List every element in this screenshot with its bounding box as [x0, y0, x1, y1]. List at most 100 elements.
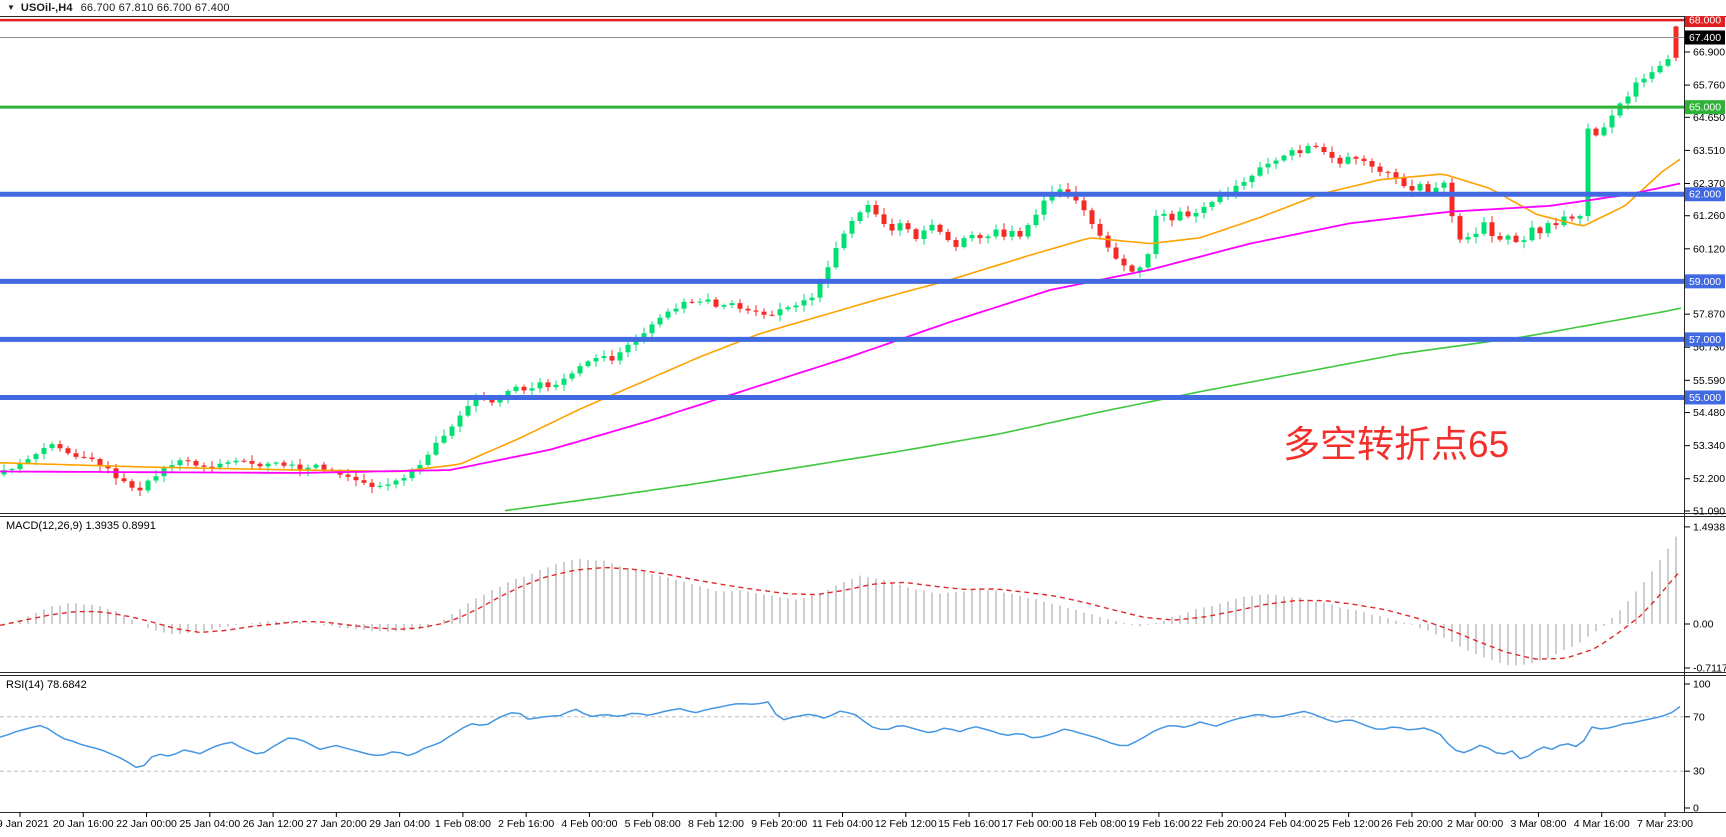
price-level-badge [1685, 274, 1725, 289]
candle [809, 297, 815, 301]
candle [177, 460, 183, 466]
panel-separator-macd[interactable] [0, 510, 1726, 518]
candle [249, 461, 255, 464]
candle [1497, 236, 1503, 240]
candle [745, 308, 751, 311]
price-level-badge-label: 65.000 [1689, 102, 1721, 114]
candle [921, 230, 927, 240]
candle [1401, 177, 1407, 187]
rsi-axis-label: 0 [1693, 803, 1699, 815]
candle [1057, 189, 1063, 193]
candle [1521, 240, 1527, 242]
candle [857, 212, 863, 221]
candle [33, 453, 39, 460]
price-level-badge [1685, 13, 1725, 28]
candle [273, 462, 279, 464]
candle [897, 223, 903, 231]
rsi-panel [0, 701, 1684, 772]
candle [1313, 145, 1319, 148]
candle [1033, 214, 1039, 226]
time-tick-label: 19 Jan 2021 [0, 818, 49, 830]
candle [1353, 156, 1359, 159]
candle [1489, 222, 1495, 237]
candle [497, 398, 503, 403]
candle [553, 384, 559, 388]
candle [137, 487, 143, 491]
candle [49, 444, 55, 449]
candle [1145, 254, 1151, 268]
panel-separator-rsi[interactable] [0, 669, 1726, 677]
candle [985, 236, 991, 239]
candle [1193, 212, 1199, 217]
quote-bar: ▼ USOil-,H4 66.700 67.810 66.700 67.400 [0, 0, 1726, 16]
candle [369, 482, 375, 487]
price-tick-label: 53.340 [1693, 440, 1725, 452]
candle [1137, 267, 1143, 272]
candle [1457, 216, 1463, 240]
candle [1385, 171, 1391, 173]
price-level-badge [1685, 187, 1725, 202]
candle [569, 373, 575, 379]
candle [289, 464, 295, 466]
price-tick-label: 61.260 [1693, 210, 1725, 222]
candle [601, 356, 607, 359]
candle [1233, 185, 1239, 193]
candle [769, 314, 775, 316]
symbol-marker-icon[interactable]: ▼ [7, 3, 15, 12]
candle [1097, 223, 1103, 236]
candle [833, 248, 839, 268]
candle [129, 481, 135, 488]
candle [993, 229, 999, 237]
candle [433, 442, 439, 455]
candle [353, 476, 359, 481]
candle [193, 460, 199, 466]
candle [257, 463, 263, 467]
price-tick-label: 60.120 [1693, 243, 1725, 255]
candle [1609, 115, 1615, 128]
candle [1241, 181, 1247, 186]
candle [41, 448, 47, 454]
price-tick-label: 51.090 [1693, 505, 1725, 517]
candle [313, 464, 319, 468]
candle [89, 457, 95, 460]
candle [1393, 172, 1399, 178]
price-level-lines [0, 18, 1684, 400]
candle [1217, 196, 1223, 203]
candle [1169, 213, 1175, 221]
candle [777, 309, 783, 316]
ma-mid-magenta [0, 182, 1681, 474]
price-tick-label: 66.900 [1693, 47, 1725, 59]
price-tick-label: 52.200 [1693, 473, 1725, 485]
macd-axis-label: -0.7117 [1693, 663, 1726, 675]
candle [537, 382, 543, 389]
candle [9, 469, 15, 471]
candle [441, 435, 447, 443]
ma-slow-green [504, 307, 1682, 512]
candle [625, 344, 631, 353]
candle [377, 485, 383, 487]
price-tick-label: 54.480 [1693, 407, 1725, 419]
candle [1425, 184, 1431, 194]
time-tick-label: 18 Feb 08:00 [1065, 818, 1127, 830]
time-tick-label: 4 Feb 00:00 [561, 818, 617, 830]
candle [673, 308, 679, 312]
candle [953, 240, 959, 247]
candle [457, 415, 463, 427]
candle [1505, 235, 1511, 240]
candle [617, 352, 623, 361]
candle [217, 463, 223, 468]
candle [721, 305, 727, 307]
chart-annotation-text[interactable]: 多空转折点65 [1283, 424, 1510, 465]
candle [305, 467, 311, 471]
candle [1641, 78, 1647, 83]
candle [225, 462, 231, 464]
time-tick-label: 19 Feb 16:00 [1128, 818, 1190, 830]
time-tick-label: 2 Mar 00:00 [1447, 818, 1503, 830]
price-level-badge-label: 67.400 [1689, 32, 1721, 44]
candle [1633, 82, 1639, 97]
candle [1545, 223, 1551, 234]
candle [321, 464, 327, 470]
candle [1065, 189, 1071, 193]
